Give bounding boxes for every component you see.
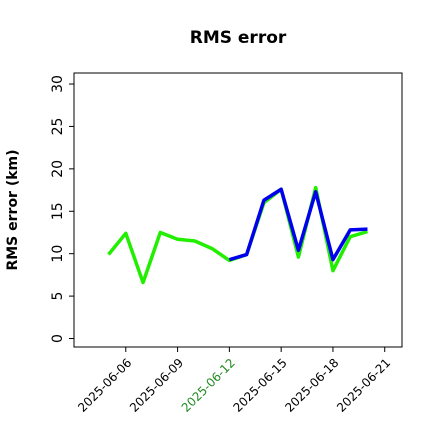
x-tick-label: 2025-06-21 [334, 356, 393, 415]
x-tick-label: 2025-06-15 [231, 356, 290, 415]
y-axis-label: RMS error (km) [5, 149, 21, 270]
y-tick-label: 20 [50, 160, 66, 178]
x-tick-label: 2025-06-12 [179, 356, 238, 415]
plot-frame [73, 72, 403, 348]
x-tick-label: 2025-06-18 [282, 356, 341, 415]
chart-title: RMS error [190, 28, 287, 48]
y-tick-label: 5 [50, 292, 66, 301]
y-tick-label: 15 [50, 202, 66, 220]
series-line [228, 187, 368, 262]
y-tick-label: 25 [50, 118, 66, 136]
series-line [107, 185, 368, 285]
x-tick-label: 2025-06-06 [75, 356, 134, 415]
x-tick-label: 2025-06-09 [127, 356, 186, 415]
y-tick-label: 30 [50, 75, 66, 93]
y-tick-label: 10 [50, 245, 66, 263]
y-tick-label: 0 [50, 334, 66, 343]
